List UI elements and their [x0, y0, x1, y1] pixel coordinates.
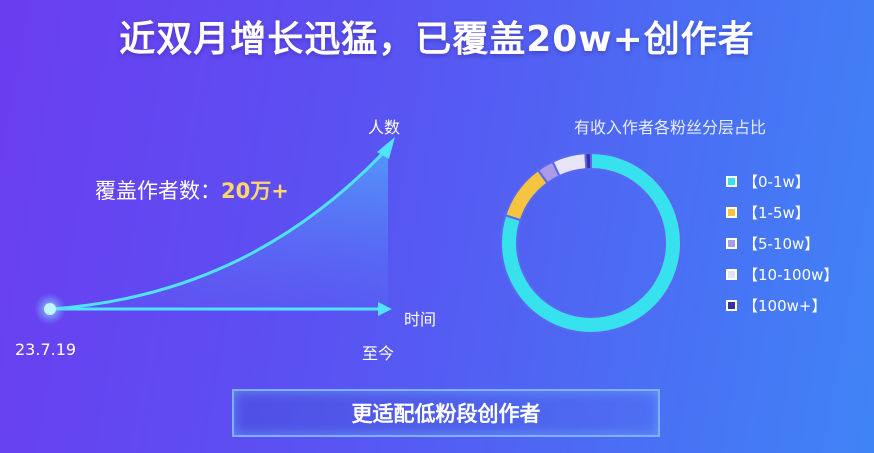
cover-count: 覆盖作者数：20万+ — [95, 175, 289, 205]
donut-slice — [500, 151, 682, 334]
legend-item: 【100w+】 — [726, 290, 838, 321]
donut-slice — [584, 151, 592, 171]
cta-button[interactable]: 更适配低粉段创作者 — [232, 389, 660, 437]
legend-swatch — [726, 176, 737, 187]
end-date-label: 至今 — [362, 344, 395, 363]
growth-area — [50, 148, 388, 309]
start-point — [44, 303, 56, 315]
start-date-label: 23.7.19 — [15, 340, 77, 359]
donut-legend: 【0-1w】 【1-5w】 【5-10w】 【10-100w】 【100w+】 — [726, 166, 838, 321]
x-axis-arrow — [378, 302, 392, 316]
donut-slice — [551, 152, 588, 178]
page-title: 近双月增长迅猛，已覆盖20w+创作者 — [119, 19, 755, 60]
donut-chart — [500, 151, 682, 334]
donut-title: 有收入作者各粉丝分层占比 — [573, 118, 766, 137]
donut-slice — [504, 168, 549, 222]
y-axis-label: 人数 — [368, 118, 401, 137]
legend-item: 【10-100w】 — [726, 259, 838, 290]
legend-swatch — [726, 207, 737, 218]
cover-count-label: 覆盖作者数： — [95, 179, 221, 203]
x-axis-label: 时间 — [404, 310, 437, 329]
legend-swatch — [726, 269, 737, 280]
legend-label: 【100w+】 — [743, 297, 827, 315]
cover-count-value: 20万+ — [221, 179, 289, 203]
legend-swatch — [726, 238, 737, 249]
legend-label: 【1-5w】 — [743, 204, 810, 222]
legend-swatch — [726, 300, 737, 311]
legend-label: 【5-10w】 — [743, 235, 820, 253]
legend-item: 【0-1w】 — [726, 166, 838, 197]
legend-label: 【10-100w】 — [743, 266, 839, 284]
curve-arrow — [377, 137, 395, 159]
legend-item: 【1-5w】 — [726, 197, 838, 228]
legend-item: 【5-10w】 — [726, 228, 838, 259]
legend-label: 【0-1w】 — [743, 173, 810, 191]
growth-curve — [49, 150, 386, 311]
